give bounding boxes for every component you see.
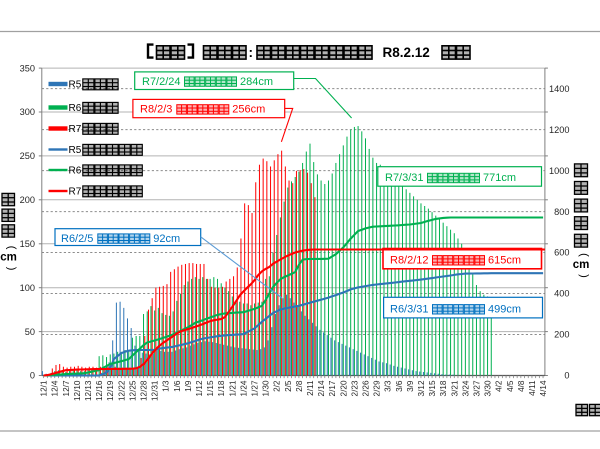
svg-text:300: 300: [20, 107, 35, 117]
svg-text:3/9: 3/9: [406, 380, 415, 392]
svg-text:R8/2/3: R8/2/3: [140, 104, 172, 116]
svg-text::: :: [249, 45, 254, 60]
svg-text:92cm: 92cm: [153, 233, 180, 245]
svg-text:(: (: [578, 253, 590, 257]
svg-text:4/11: 4/11: [528, 380, 537, 396]
svg-text:800: 800: [554, 207, 569, 217]
svg-text:3/12: 3/12: [417, 380, 426, 396]
svg-text:12/25: 12/25: [128, 380, 137, 401]
svg-text:4/14: 4/14: [539, 380, 548, 396]
svg-text:150: 150: [20, 239, 35, 249]
svg-text:R5: R5: [69, 145, 82, 156]
svg-text:2/17: 2/17: [328, 380, 337, 396]
svg-text:1/6: 1/6: [173, 380, 182, 392]
svg-text:R6: R6: [69, 103, 82, 114]
svg-text:284cm: 284cm: [240, 76, 273, 88]
svg-text:1000: 1000: [549, 166, 569, 176]
svg-text:2/23: 2/23: [350, 380, 359, 396]
svg-text:12/1: 12/1: [40, 380, 49, 396]
svg-text:1/24: 1/24: [239, 380, 248, 396]
svg-text:1/3: 1/3: [162, 380, 171, 392]
svg-text:1/18: 1/18: [217, 380, 226, 396]
svg-text:12/28: 12/28: [140, 380, 149, 401]
svg-text:256cm: 256cm: [232, 104, 265, 116]
svg-text:12/16: 12/16: [95, 380, 104, 401]
svg-text:12/7: 12/7: [62, 380, 71, 396]
svg-text:615cm: 615cm: [488, 255, 521, 267]
svg-text:4/8: 4/8: [517, 380, 526, 392]
svg-text:3/21: 3/21: [450, 380, 459, 396]
svg-text:1200: 1200: [549, 125, 569, 135]
svg-text:2/8: 2/8: [295, 380, 304, 392]
svg-text:3/6: 3/6: [395, 380, 404, 392]
svg-text:R7/2/24: R7/2/24: [142, 76, 181, 88]
svg-text:R6/2/5: R6/2/5: [61, 233, 93, 245]
svg-text:2/20: 2/20: [339, 380, 348, 396]
svg-text:2/11: 2/11: [306, 380, 315, 396]
svg-text:12/31: 12/31: [151, 380, 160, 401]
svg-text:cm: cm: [0, 252, 17, 264]
svg-text:3/18: 3/18: [439, 380, 448, 396]
svg-text:1/9: 1/9: [184, 380, 193, 392]
svg-text:cm: cm: [573, 259, 590, 271]
svg-text:1/30: 1/30: [262, 380, 271, 396]
svg-text:3/27: 3/27: [473, 380, 482, 396]
svg-text:R5: R5: [69, 80, 82, 91]
svg-text:499cm: 499cm: [488, 304, 521, 316]
svg-text:R7: R7: [69, 187, 82, 198]
svg-text:12/19: 12/19: [106, 380, 115, 401]
svg-text:12/10: 12/10: [73, 380, 82, 401]
svg-text:1/12: 1/12: [195, 380, 204, 396]
svg-text:1/21: 1/21: [228, 380, 237, 396]
svg-text:100: 100: [20, 283, 35, 293]
svg-text:50: 50: [25, 327, 35, 337]
svg-text:R8.2.12: R8.2.12: [383, 45, 430, 60]
svg-text:600: 600: [554, 248, 569, 258]
svg-text:R7/3/31: R7/3/31: [385, 172, 424, 184]
svg-text:1/15: 1/15: [206, 380, 215, 396]
svg-text:): ): [6, 267, 18, 271]
svg-text:200: 200: [20, 195, 35, 205]
svg-text:0: 0: [564, 371, 569, 381]
svg-text:400: 400: [554, 289, 569, 299]
svg-text:12/13: 12/13: [84, 380, 93, 401]
svg-text:4/5: 4/5: [506, 380, 515, 392]
svg-text:R6: R6: [69, 166, 82, 177]
svg-text:2/26: 2/26: [362, 380, 371, 396]
svg-text:3/3: 3/3: [384, 380, 393, 392]
svg-text:2/14: 2/14: [317, 380, 326, 396]
svg-text:(: (: [6, 246, 18, 250]
svg-text:771cm: 771cm: [483, 172, 516, 184]
svg-text:12/22: 12/22: [117, 380, 126, 401]
svg-text:R8/2/12: R8/2/12: [390, 255, 429, 267]
svg-text:): ): [578, 274, 590, 278]
svg-text:3/24: 3/24: [461, 380, 470, 396]
svg-text:2/2: 2/2: [273, 380, 282, 392]
svg-text:350: 350: [20, 63, 35, 73]
svg-text:R6/3/31: R6/3/31: [390, 304, 429, 316]
svg-text:4/2: 4/2: [495, 380, 504, 392]
svg-text:0: 0: [30, 371, 35, 381]
svg-text:3/15: 3/15: [428, 380, 437, 396]
svg-text:1400: 1400: [549, 84, 569, 94]
svg-text:12/4: 12/4: [51, 380, 60, 396]
svg-text:3/30: 3/30: [484, 380, 493, 396]
svg-text:200: 200: [554, 330, 569, 340]
svg-text:1/27: 1/27: [251, 380, 260, 396]
svg-text:2/5: 2/5: [284, 380, 293, 392]
svg-text:R7: R7: [69, 124, 82, 135]
svg-text:250: 250: [20, 151, 35, 161]
svg-text:2/29: 2/29: [373, 380, 382, 396]
